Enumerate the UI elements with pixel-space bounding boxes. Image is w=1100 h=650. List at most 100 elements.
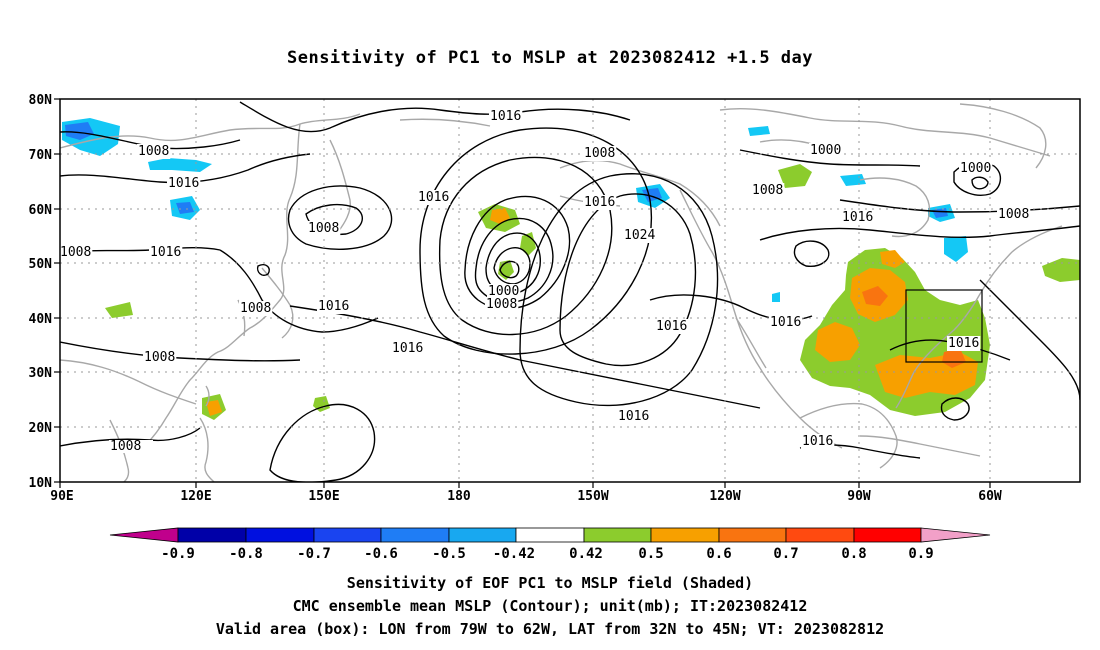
colorbar-cell <box>650 527 720 543</box>
contour-label-halo <box>307 221 341 236</box>
shade-orange-asia1 <box>206 400 222 416</box>
isobar-low-ne2 <box>971 176 989 190</box>
coast-china-south <box>60 359 197 405</box>
contour-label-halo <box>769 315 803 330</box>
contour-label-halo <box>959 161 993 176</box>
map-grid <box>60 99 1080 482</box>
contour-label: 1000 <box>810 143 841 158</box>
coast-nw-america <box>679 189 843 449</box>
caption-contour: CMC ensemble mean MSLP (Contour); unit(m… <box>292 597 808 615</box>
colorbar-label: 0.42 <box>569 546 603 562</box>
contour-label-halo <box>149 245 183 260</box>
shade-darkorange-2 <box>942 348 966 368</box>
contour-label: 1016 <box>168 176 199 191</box>
colorbar-label: -0.42 <box>493 546 535 562</box>
lon-label: 120W <box>709 489 740 504</box>
coast-caribbean <box>859 435 981 457</box>
contour-label: 1016 <box>318 299 349 314</box>
contour-label-halo <box>143 350 177 365</box>
shade-blue-1 <box>65 122 94 140</box>
contour-label-halo <box>655 319 689 334</box>
lat-label: 70N <box>29 148 53 163</box>
colorbar-label: 0.5 <box>638 546 663 562</box>
isobar-1016-north <box>239 101 631 133</box>
chart-title: Sensitivity of PC1 to MSLP at 2023082412… <box>286 48 813 68</box>
caption-valid-area: Valid area (box): LON from 79W to 62W, L… <box>215 620 885 638</box>
coast-indochina <box>109 419 130 482</box>
contour-label-halo <box>391 341 425 356</box>
isobar-1016-east-pac <box>269 403 376 482</box>
contour-label: 1016 <box>802 434 833 449</box>
contour-label: 1016 <box>842 210 873 225</box>
coast-islands-1 <box>399 118 491 127</box>
shade-green-ne <box>1042 258 1080 282</box>
contour-label-halo <box>239 301 273 316</box>
coast-asia-north <box>60 113 361 149</box>
coast-baja <box>735 317 767 369</box>
axis-ticks <box>54 98 991 488</box>
colorbar-cell <box>448 527 517 543</box>
lat-label: 60N <box>29 203 53 218</box>
contour-label: 1008 <box>486 297 517 312</box>
lon-label: 150W <box>577 489 608 504</box>
isobar-1016-mid <box>289 305 761 409</box>
lat-label: 30N <box>29 366 53 381</box>
contour-label: 1016 <box>418 190 449 205</box>
contour-label: 1016 <box>618 409 649 424</box>
colorbar-cell <box>515 527 585 543</box>
colorbar-cell <box>177 527 247 543</box>
coast-taiwan <box>205 385 210 407</box>
coast-gulf-mexico <box>799 402 898 469</box>
colorbar-label: -0.9 <box>161 546 195 562</box>
contour-label-halo <box>583 146 617 161</box>
shade-orange-pac1 <box>490 208 510 224</box>
sensitivity-shading <box>62 118 1080 420</box>
contour-label: 1000 <box>488 284 519 299</box>
contour-label: 1008 <box>138 144 169 159</box>
contour-label-halo <box>617 409 651 424</box>
lon-label: 60W <box>978 489 1002 504</box>
contour-label: 1008 <box>308 221 339 236</box>
contour-label-halo <box>801 434 835 449</box>
coast-kamchatka <box>329 139 352 233</box>
isobar-1016-atl <box>979 279 1080 401</box>
contour-label: 1000 <box>960 161 991 176</box>
lon-label: 90E <box>50 489 73 504</box>
shade-blue-2 <box>176 202 194 214</box>
shade-cyan-6 <box>944 236 968 262</box>
contour-label-halo <box>487 284 521 299</box>
colorbar-cell <box>380 527 450 543</box>
isobar-1024-hi <box>559 193 697 367</box>
colorbar-cell <box>109 527 179 543</box>
contour-label: 1008 <box>144 350 175 365</box>
contour-label: 1008 <box>998 207 1029 222</box>
colorbar-label: -0.6 <box>364 546 398 562</box>
contour-label-halo <box>485 297 519 312</box>
coast-philippines <box>199 417 215 482</box>
shade-green-west <box>105 302 133 318</box>
shade-green-arctic <box>778 164 812 188</box>
colorbar-label: -0.5 <box>432 546 466 562</box>
isobar-1016-asia <box>60 341 301 362</box>
isobar-1016-ne <box>759 225 1080 241</box>
contour-label-halo <box>623 228 657 243</box>
isobar-1008-east-asia <box>219 249 379 333</box>
isobar-atl-lo <box>940 397 970 421</box>
shade-cyan-9 <box>772 292 780 302</box>
isobar-low-1 <box>464 195 571 310</box>
colorbar-cell <box>245 527 315 543</box>
contour-label: 1008 <box>60 245 91 260</box>
isobar-low-4 <box>493 247 531 285</box>
isobar-1016-pac-hi <box>287 185 393 250</box>
contour-label-halo <box>841 210 875 225</box>
contour-label: 1008 <box>584 146 615 161</box>
isobar-1008-ne <box>839 199 1080 213</box>
colorbar-labels: -0.9 -0.8 -0.7 -0.6 -0.5 -0.42 0.42 0.5 … <box>161 546 934 562</box>
shade-orange-na2 <box>815 322 860 362</box>
shade-cyan-3 <box>148 158 212 172</box>
isobar-1000-ne <box>739 149 921 167</box>
colorbar-cell <box>583 527 652 543</box>
contour-label-halo <box>317 299 351 314</box>
contour-label-halo <box>417 190 451 205</box>
